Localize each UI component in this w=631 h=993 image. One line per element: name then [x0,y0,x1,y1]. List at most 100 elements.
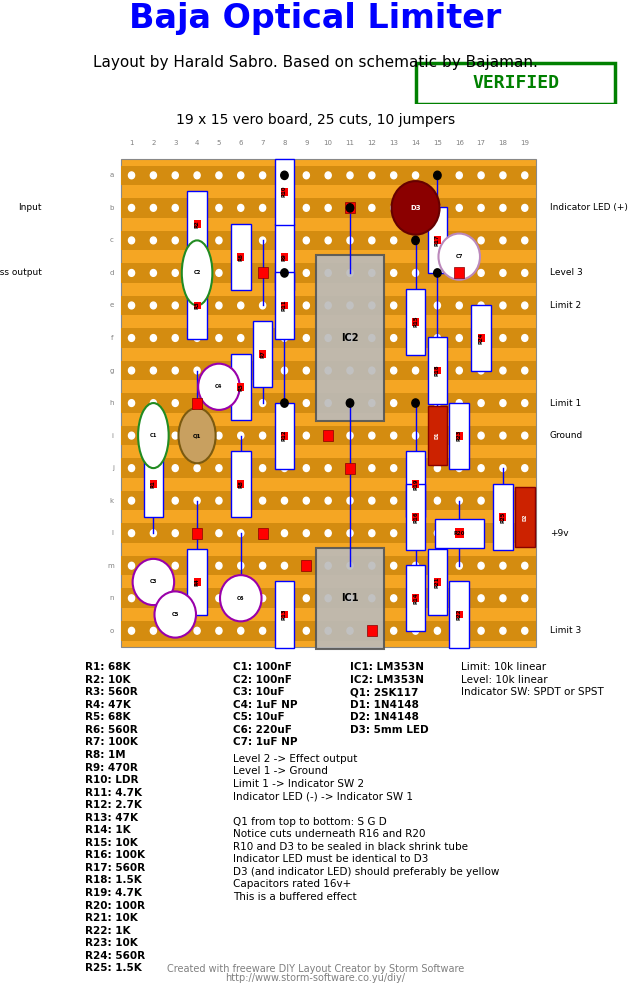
Circle shape [456,172,463,179]
Text: R19: 4.7K: R19: 4.7K [85,888,142,898]
Circle shape [391,335,397,342]
Circle shape [129,595,134,602]
Bar [281,253,288,260]
Circle shape [194,497,200,504]
Circle shape [259,237,266,244]
FancyBboxPatch shape [449,582,469,647]
Text: R12: 2.7K: R12: 2.7K [85,800,142,810]
Text: http://www.storm-software.co.yu/diy/: http://www.storm-software.co.yu/diy/ [225,973,406,983]
Circle shape [194,562,200,569]
Text: C5: C5 [172,612,179,617]
Circle shape [522,497,528,504]
Circle shape [456,367,463,374]
Circle shape [259,465,266,472]
Circle shape [172,530,179,536]
Circle shape [304,562,309,569]
Bar [259,351,266,358]
Circle shape [369,465,375,472]
Text: l: l [112,530,114,536]
Text: Ground: Ground [550,431,583,440]
Text: R10: LDR: R10: LDR [85,776,139,785]
Circle shape [478,367,484,374]
Circle shape [325,302,331,309]
Circle shape [478,205,484,212]
Circle shape [238,335,244,342]
Circle shape [369,269,375,276]
Text: R16: R16 [413,511,418,522]
Circle shape [216,595,222,602]
Text: R12: R12 [282,430,287,441]
Text: R11: R11 [282,300,287,311]
Circle shape [434,399,440,406]
Circle shape [281,628,288,635]
Circle shape [478,465,484,472]
Circle shape [129,497,134,504]
Text: R25: R25 [500,511,505,522]
Circle shape [325,172,331,179]
Text: C4: 1uF NP: C4: 1uF NP [233,700,298,710]
Circle shape [259,335,266,342]
Bar [456,432,463,440]
Circle shape [259,205,266,212]
Circle shape [172,367,179,374]
Circle shape [325,562,331,569]
Text: R3: R3 [194,302,199,310]
Text: R18: R18 [435,364,440,376]
Text: VERIFIED: VERIFIED [473,74,559,92]
Circle shape [413,302,418,309]
Circle shape [347,367,353,374]
Circle shape [500,562,506,569]
Text: 3: 3 [173,140,177,146]
Circle shape [347,335,353,342]
Text: C3: 10uF: C3: 10uF [233,687,285,697]
Circle shape [281,171,288,180]
Text: R17: R17 [435,234,440,246]
Text: 10: 10 [324,140,333,146]
Circle shape [304,497,309,504]
Text: Limit 1 -> Indicator SW 2: Limit 1 -> Indicator SW 2 [233,780,365,789]
Circle shape [150,205,156,212]
Text: D3: D3 [410,205,421,211]
Text: Level 3: Level 3 [550,268,582,277]
FancyBboxPatch shape [449,402,469,469]
Text: g: g [109,367,114,373]
Bar [121,159,536,647]
Circle shape [325,335,331,342]
Circle shape [281,367,288,374]
Circle shape [391,530,397,536]
Circle shape [347,465,353,472]
Circle shape [478,628,484,635]
Circle shape [413,432,418,439]
Circle shape [522,432,528,439]
Circle shape [346,399,354,407]
Circle shape [304,367,309,374]
Text: R20: R20 [454,530,465,535]
Circle shape [325,497,331,504]
Circle shape [216,335,222,342]
Circle shape [456,465,463,472]
Circle shape [129,335,134,342]
Circle shape [172,205,179,212]
Bar [121,166,536,185]
Circle shape [325,269,331,276]
Text: C5: 10uF: C5: 10uF [233,712,285,723]
Circle shape [155,592,196,638]
Text: R7: 100K: R7: 100K [85,738,138,748]
Text: Level 2 -> Effect output: Level 2 -> Effect output [233,754,358,764]
Circle shape [172,399,179,406]
Bar [121,459,536,478]
Circle shape [238,367,244,374]
Bar [434,578,441,586]
Text: R16: 100K: R16: 100K [85,850,145,860]
Circle shape [439,233,480,280]
Circle shape [281,497,288,504]
Circle shape [522,335,528,342]
Circle shape [500,367,506,374]
Bar [302,560,311,571]
Bar [121,230,536,250]
Text: R8: R8 [239,481,244,489]
Circle shape [281,432,288,439]
FancyBboxPatch shape [316,548,384,648]
Circle shape [281,562,288,569]
Circle shape [369,367,375,374]
